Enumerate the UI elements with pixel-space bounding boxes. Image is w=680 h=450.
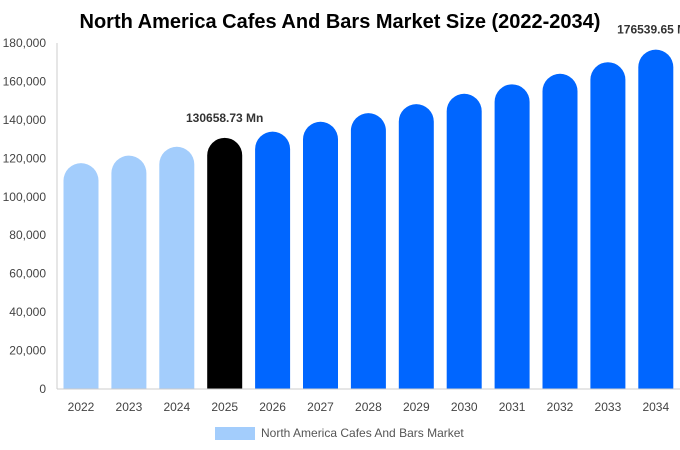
legend-swatch — [215, 427, 255, 440]
data-labels: 130658.73 Mn 176539.65 Mn — [186, 23, 680, 125]
bar-2027 — [303, 121, 338, 389]
bars — [63, 49, 674, 390]
x-tick-label: 2030 — [451, 400, 478, 414]
x-tick-label: 2028 — [355, 400, 382, 414]
bar-2024 — [159, 146, 195, 389]
bar-2026 — [255, 131, 291, 389]
bar-2032 — [542, 73, 578, 389]
y-tick-label: 40,000 — [9, 305, 46, 319]
y-tick-label: 20,000 — [9, 344, 46, 358]
bar-2029 — [398, 104, 434, 390]
legend: North America Cafes And Bars Market — [215, 426, 464, 440]
x-tick-label: 2029 — [403, 400, 430, 414]
data-label-2034: 176539.65 Mn — [617, 23, 680, 37]
bar-2025 — [207, 137, 243, 389]
x-tick-label: 2024 — [163, 400, 190, 414]
bar-2023 — [111, 155, 147, 389]
bar-2028 — [350, 113, 386, 389]
bar-2033 — [590, 62, 626, 389]
bar-2034 — [638, 49, 674, 390]
chart-title: North America Cafes And Bars Market Size… — [80, 11, 601, 33]
bar-2031 — [494, 84, 530, 390]
x-tick-label: 2025 — [211, 400, 238, 414]
x-tick-label: 2031 — [499, 400, 526, 414]
y-tick-label: 140,000 — [3, 113, 47, 127]
y-tick-label: 180,000 — [3, 36, 47, 50]
x-tick-label: 2026 — [259, 400, 286, 414]
y-tick-label: 80,000 — [9, 228, 46, 242]
x-tick-label: 2032 — [547, 400, 574, 414]
bar-2030 — [446, 93, 482, 389]
x-axis: 2022 2023 2024 2025 2026 2027 2028 2029 2030 2031… — [57, 388, 680, 414]
x-tick-label: 2023 — [116, 400, 143, 414]
y-tick-label: 120,000 — [3, 151, 47, 165]
legend-label: North America Cafes And Bars Market — [261, 426, 464, 440]
x-tick-label: 2027 — [307, 400, 334, 414]
y-tick-label: 160,000 — [3, 74, 47, 88]
y-axis: 0 20,000 40,000 60,000 80,000 100,000 120,000 1… — [3, 36, 58, 396]
y-tick-label: 100,000 — [3, 190, 47, 204]
y-tick-label: 0 — [39, 382, 46, 396]
x-tick-label: 2034 — [642, 400, 669, 414]
data-label-2025: 130658.73 Mn — [186, 111, 263, 125]
bar-2022 — [63, 163, 99, 389]
x-tick-label: 2022 — [68, 400, 95, 414]
y-tick-label: 60,000 — [9, 267, 46, 281]
x-tick-label: 2033 — [595, 400, 622, 414]
